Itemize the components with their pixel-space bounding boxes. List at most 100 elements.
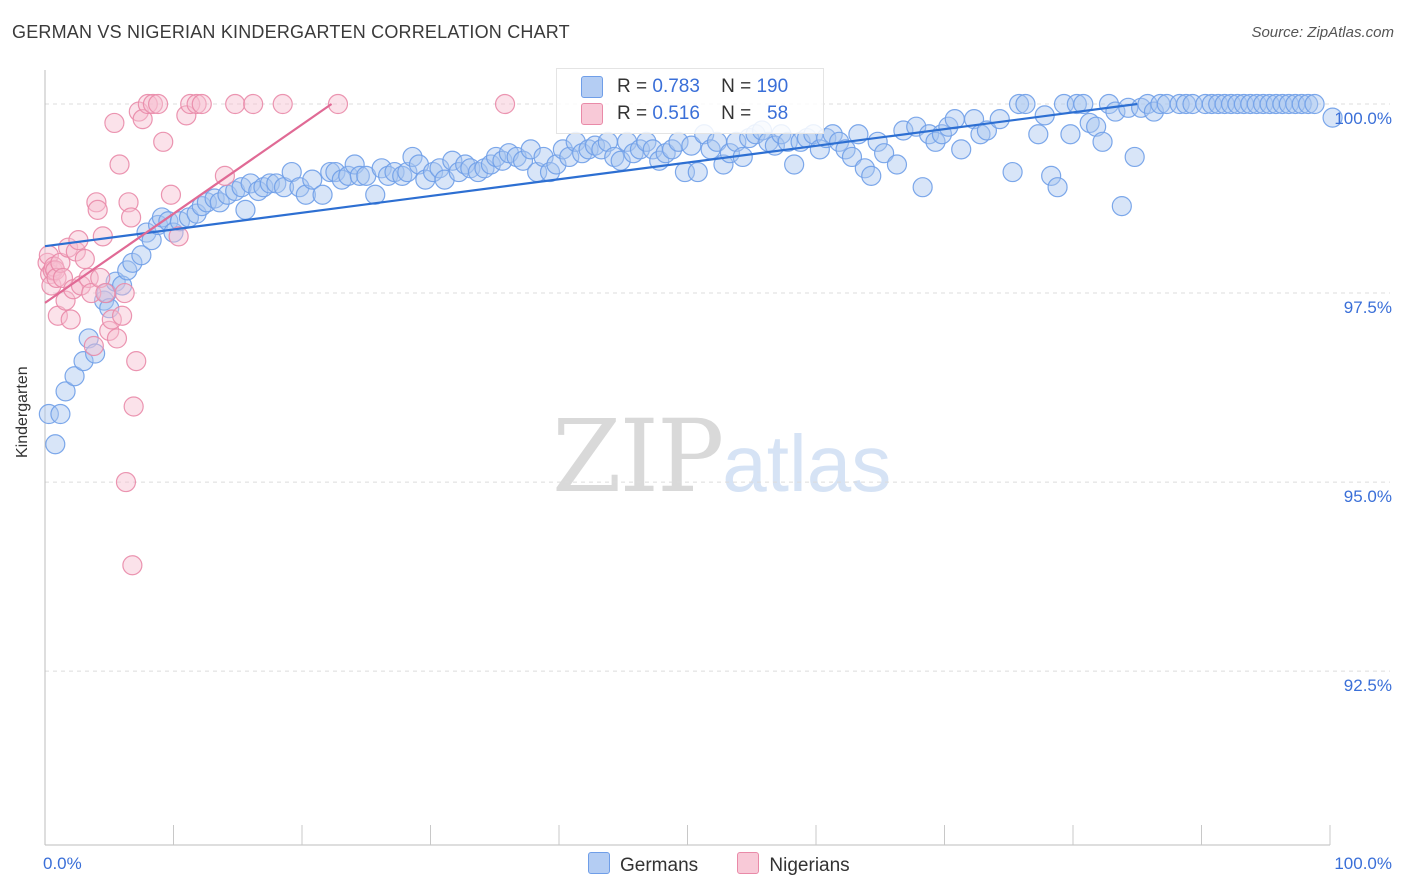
- trend-lines: [44, 102, 1138, 304]
- nigerian-point: [118, 192, 139, 213]
- nigerian-point: [132, 109, 153, 130]
- legend-r-label: R =: [617, 103, 648, 125]
- nigerian-point: [494, 93, 516, 115]
- german-point: [50, 403, 71, 425]
- german-point: [312, 184, 333, 205]
- nigerian-point: [92, 226, 113, 247]
- german-point: [951, 139, 972, 160]
- series-swatch-nigerians: [737, 852, 760, 874]
- chart-source: Source: ZipAtlas.com: [1251, 24, 1394, 41]
- nigerian-point: [109, 154, 130, 175]
- nigerian-point: [86, 192, 107, 213]
- german-point: [1002, 161, 1023, 183]
- german-point: [861, 165, 882, 186]
- german-point: [533, 146, 554, 168]
- german-point: [546, 154, 567, 175]
- nigerian-point: [176, 105, 197, 126]
- nigerian-point: [243, 93, 264, 115]
- x-tick-label: 100.0%: [1334, 854, 1392, 873]
- german-point: [141, 230, 162, 251]
- legend-n-value: 190: [756, 76, 789, 98]
- nigerian-point: [104, 112, 125, 134]
- nigerian-point: [114, 282, 135, 304]
- german-point: [874, 143, 895, 164]
- nigerian-point: [74, 248, 95, 270]
- y-tick-label: 100.0%: [1334, 109, 1392, 128]
- german-point: [442, 150, 463, 171]
- germans-trend-line: [44, 102, 1138, 248]
- german-point: [520, 139, 541, 160]
- german-point: [377, 165, 399, 186]
- nigerian-point: [46, 267, 67, 289]
- german-point: [1041, 165, 1062, 186]
- nigerian-point: [101, 309, 122, 330]
- legend-n-label: N =: [721, 103, 752, 125]
- german-point: [989, 109, 1010, 130]
- german-point: [73, 350, 94, 372]
- german-point: [111, 275, 133, 296]
- axes: [44, 70, 1331, 846]
- german-point: [841, 146, 863, 168]
- legend-row-germans: R = 0.783 N = 190: [581, 76, 788, 102]
- german-point: [512, 150, 534, 171]
- nigerian-point: [90, 267, 111, 289]
- german-point: [1079, 112, 1100, 134]
- german-point: [302, 169, 323, 190]
- nigerians-trend-line: [44, 103, 333, 304]
- germans-points: [38, 93, 1343, 455]
- correlation-legend: R = 0.783 N = 190 R = 0.516 N = 58: [556, 68, 824, 134]
- nigerian-point: [95, 282, 116, 304]
- german-point: [1015, 93, 1036, 115]
- german-point: [64, 366, 85, 387]
- legend-swatch-nigerians: [581, 103, 603, 125]
- german-point: [604, 146, 625, 168]
- nigerian-point: [186, 93, 207, 115]
- german-point: [912, 177, 933, 198]
- series-label-germans: Germans: [620, 855, 699, 876]
- nigerian-point: [272, 93, 293, 115]
- watermark-atlas: atlas: [722, 419, 892, 508]
- german-point: [1047, 177, 1068, 198]
- german-point: [1124, 146, 1145, 168]
- nigerian-point: [55, 290, 76, 311]
- nigerian-point: [160, 184, 182, 205]
- german-point: [886, 154, 908, 175]
- nigerian-point: [147, 93, 169, 115]
- legend-n-value: 58: [767, 103, 789, 125]
- german-point: [687, 161, 708, 183]
- german-point: [655, 143, 676, 164]
- series-legend-germans: Germans: [588, 852, 698, 877]
- german-point: [1086, 116, 1107, 137]
- tick-labels: 100.0% 97.5% 95.0% 92.5% 0.0% 100.0%: [43, 109, 1392, 873]
- german-point: [209, 192, 230, 213]
- german-point: [38, 403, 59, 425]
- y-tick-label: 97.5%: [1344, 298, 1392, 317]
- german-point: [253, 177, 274, 198]
- series-label-nigerians: Nigerians: [769, 855, 850, 876]
- german-point: [1060, 124, 1081, 145]
- nigerian-point: [115, 471, 137, 493]
- nigerian-point: [153, 131, 174, 152]
- nigerian-point: [81, 282, 102, 304]
- y-tick-label: 92.5%: [1344, 676, 1392, 695]
- nigerian-point: [142, 93, 164, 115]
- nigerian-point: [327, 93, 349, 115]
- german-point: [713, 154, 734, 175]
- legend-n-label: N =: [721, 76, 752, 98]
- german-point: [235, 199, 256, 220]
- german-point: [1304, 93, 1325, 115]
- series-legend: Germans Nigerians: [588, 852, 884, 877]
- watermark-zip: ZIP: [552, 398, 724, 515]
- nigerian-point: [225, 93, 246, 115]
- watermark: ZIPatlas: [552, 398, 891, 515]
- german-point: [1298, 93, 1319, 115]
- german-point: [422, 161, 444, 183]
- legend-r-value: 0.516: [652, 103, 700, 125]
- nigerian-point: [122, 555, 143, 576]
- german-point: [1028, 124, 1049, 145]
- nigerian-point: [126, 350, 147, 372]
- german-point: [429, 158, 450, 179]
- nigerian-point: [123, 396, 144, 417]
- nigerian-point: [120, 207, 142, 228]
